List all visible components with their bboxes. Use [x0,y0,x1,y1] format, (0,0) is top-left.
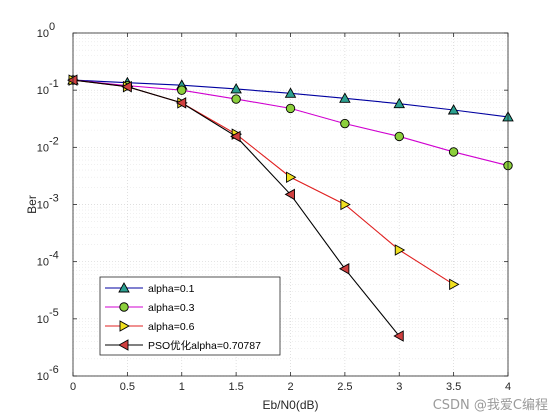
x-axis-label: Eb/N0(dB) [262,398,318,412]
series-2 [68,75,513,171]
y-tick-base: 10 [37,257,49,269]
y-tick-base: 10 [37,28,49,40]
y-tick-exponent: -1 [49,78,59,90]
data-point [121,80,132,93]
data-point [338,263,350,275]
y-tick-exponent: -3 [49,193,59,205]
y-tick-base: 10 [37,142,49,154]
y-tick-base: 10 [37,371,49,383]
data-point [393,330,404,342]
legend-entry: alpha=0.3 [105,302,195,314]
legend: alpha=0.1 alpha=0.3 alpha=0.6 PSO优化alpha=0.… [99,276,281,356]
x-tick-label: 1 [179,381,185,393]
data-point [284,188,295,201]
data-point [284,87,297,98]
x-tick-label: 4 [505,381,511,393]
y-tick-exponent: -6 [49,364,59,376]
legend-box [99,276,281,356]
data-point [340,198,351,211]
legend-label: alpha=0.6 [148,321,195,333]
legend-marker [118,339,129,351]
data-point [393,97,406,109]
x-tick-label: 0 [70,381,76,393]
x-tick-label: 3.5 [446,381,461,393]
x-tick-label: 3 [396,381,402,393]
data-point [340,118,350,129]
x-tick-labels: 0 0.5 1 1.5 2 2.5 3 3.5 4 [70,33,511,393]
data-point [230,130,241,143]
data-point [230,83,242,94]
legend-entry: alpha=0.6 [105,320,195,333]
series-layer [67,74,514,342]
legend-label: alpha=0.3 [148,302,195,314]
data-point [339,92,351,103]
data-point [231,94,241,104]
series-4 [67,74,404,342]
y-tick-exponent: 0 [49,21,55,33]
x-tick-label: 1.5 [228,381,243,393]
legend-marker [119,320,130,332]
y-tick-exponent: -5 [49,307,59,319]
data-point [177,85,187,95]
y-tick-exponent: -2 [49,135,59,147]
data-point [448,147,459,157]
y-tick-base: 10 [37,314,49,326]
legend-marker [119,302,129,312]
data-point [449,278,460,291]
x-tick-label: 2 [287,381,293,393]
legend-marker [118,282,130,293]
x-tick-label: 2.5 [337,381,352,393]
y-tick-exponent: -4 [49,250,59,262]
data-point [394,244,406,256]
data-point [447,104,460,115]
legend-label: alpha=0.1 [148,283,195,295]
data-point [285,103,296,114]
x-tick-label: 0.5 [120,381,135,393]
minor-grid [73,35,508,360]
data-point [175,97,187,109]
data-point [286,171,297,183]
data-point [394,131,404,142]
y-tick-base: 10 [37,200,49,212]
watermark: CSDN @我爱C编程 [433,398,548,413]
data-point [67,74,78,86]
legend-label: PSO优化alpha=0.70787 [148,339,261,352]
legend-entry: PSO优化alpha=0.70787 [105,339,261,352]
y-tick-base: 10 [37,85,49,97]
legend-entry: alpha=0.1 [105,282,195,295]
y-axis-label: Ber [25,195,39,214]
